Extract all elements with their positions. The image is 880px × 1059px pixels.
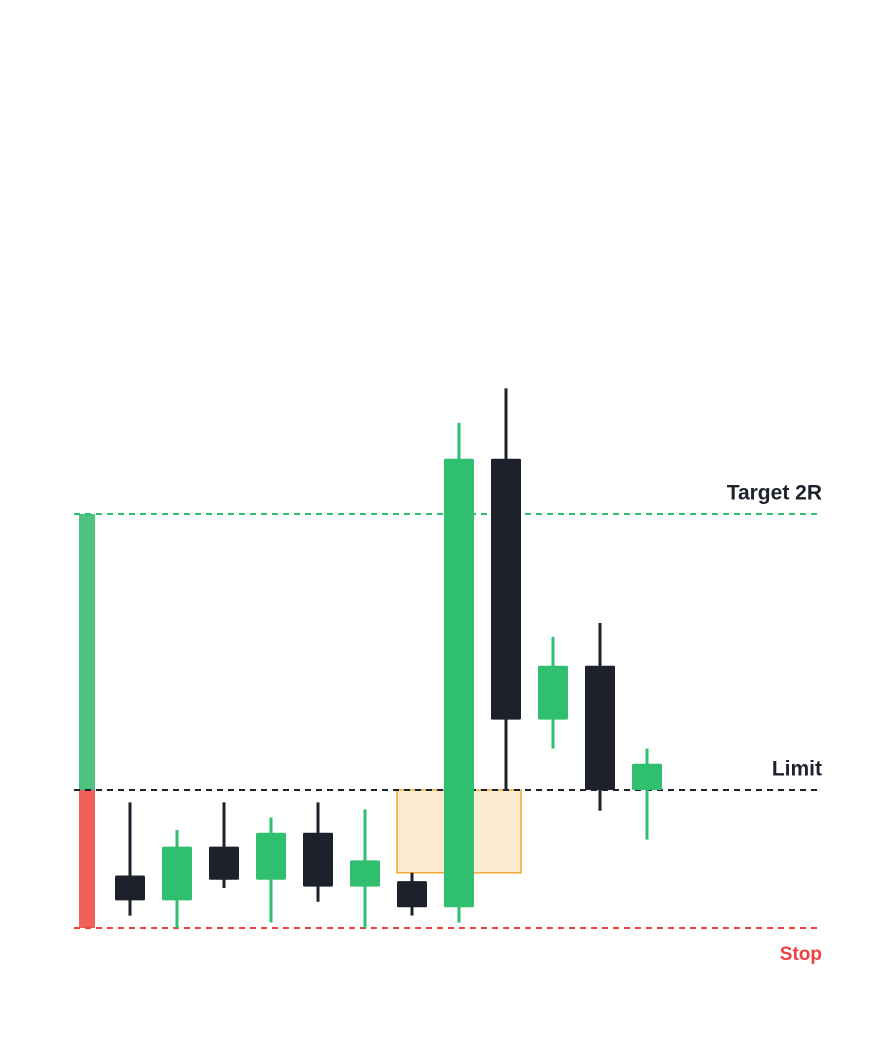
candle-body: [115, 875, 145, 901]
level-label: Limit: [772, 758, 822, 781]
candle-body: [397, 881, 427, 908]
reward-bar: [79, 514, 95, 790]
candle-body: [632, 763, 662, 790]
candle-body: [256, 832, 286, 880]
candle-body: [585, 665, 615, 790]
candle-body: [303, 832, 333, 887]
candle-body: [209, 846, 239, 880]
level-label: Stop: [780, 944, 822, 965]
candle-body: [444, 458, 474, 908]
candle-body: [350, 860, 380, 887]
risk-bar: [79, 790, 95, 928]
level-label: Target 2R: [727, 482, 822, 505]
candle-body: [538, 665, 568, 720]
candle-body: [491, 458, 521, 720]
candle-body: [162, 846, 192, 901]
